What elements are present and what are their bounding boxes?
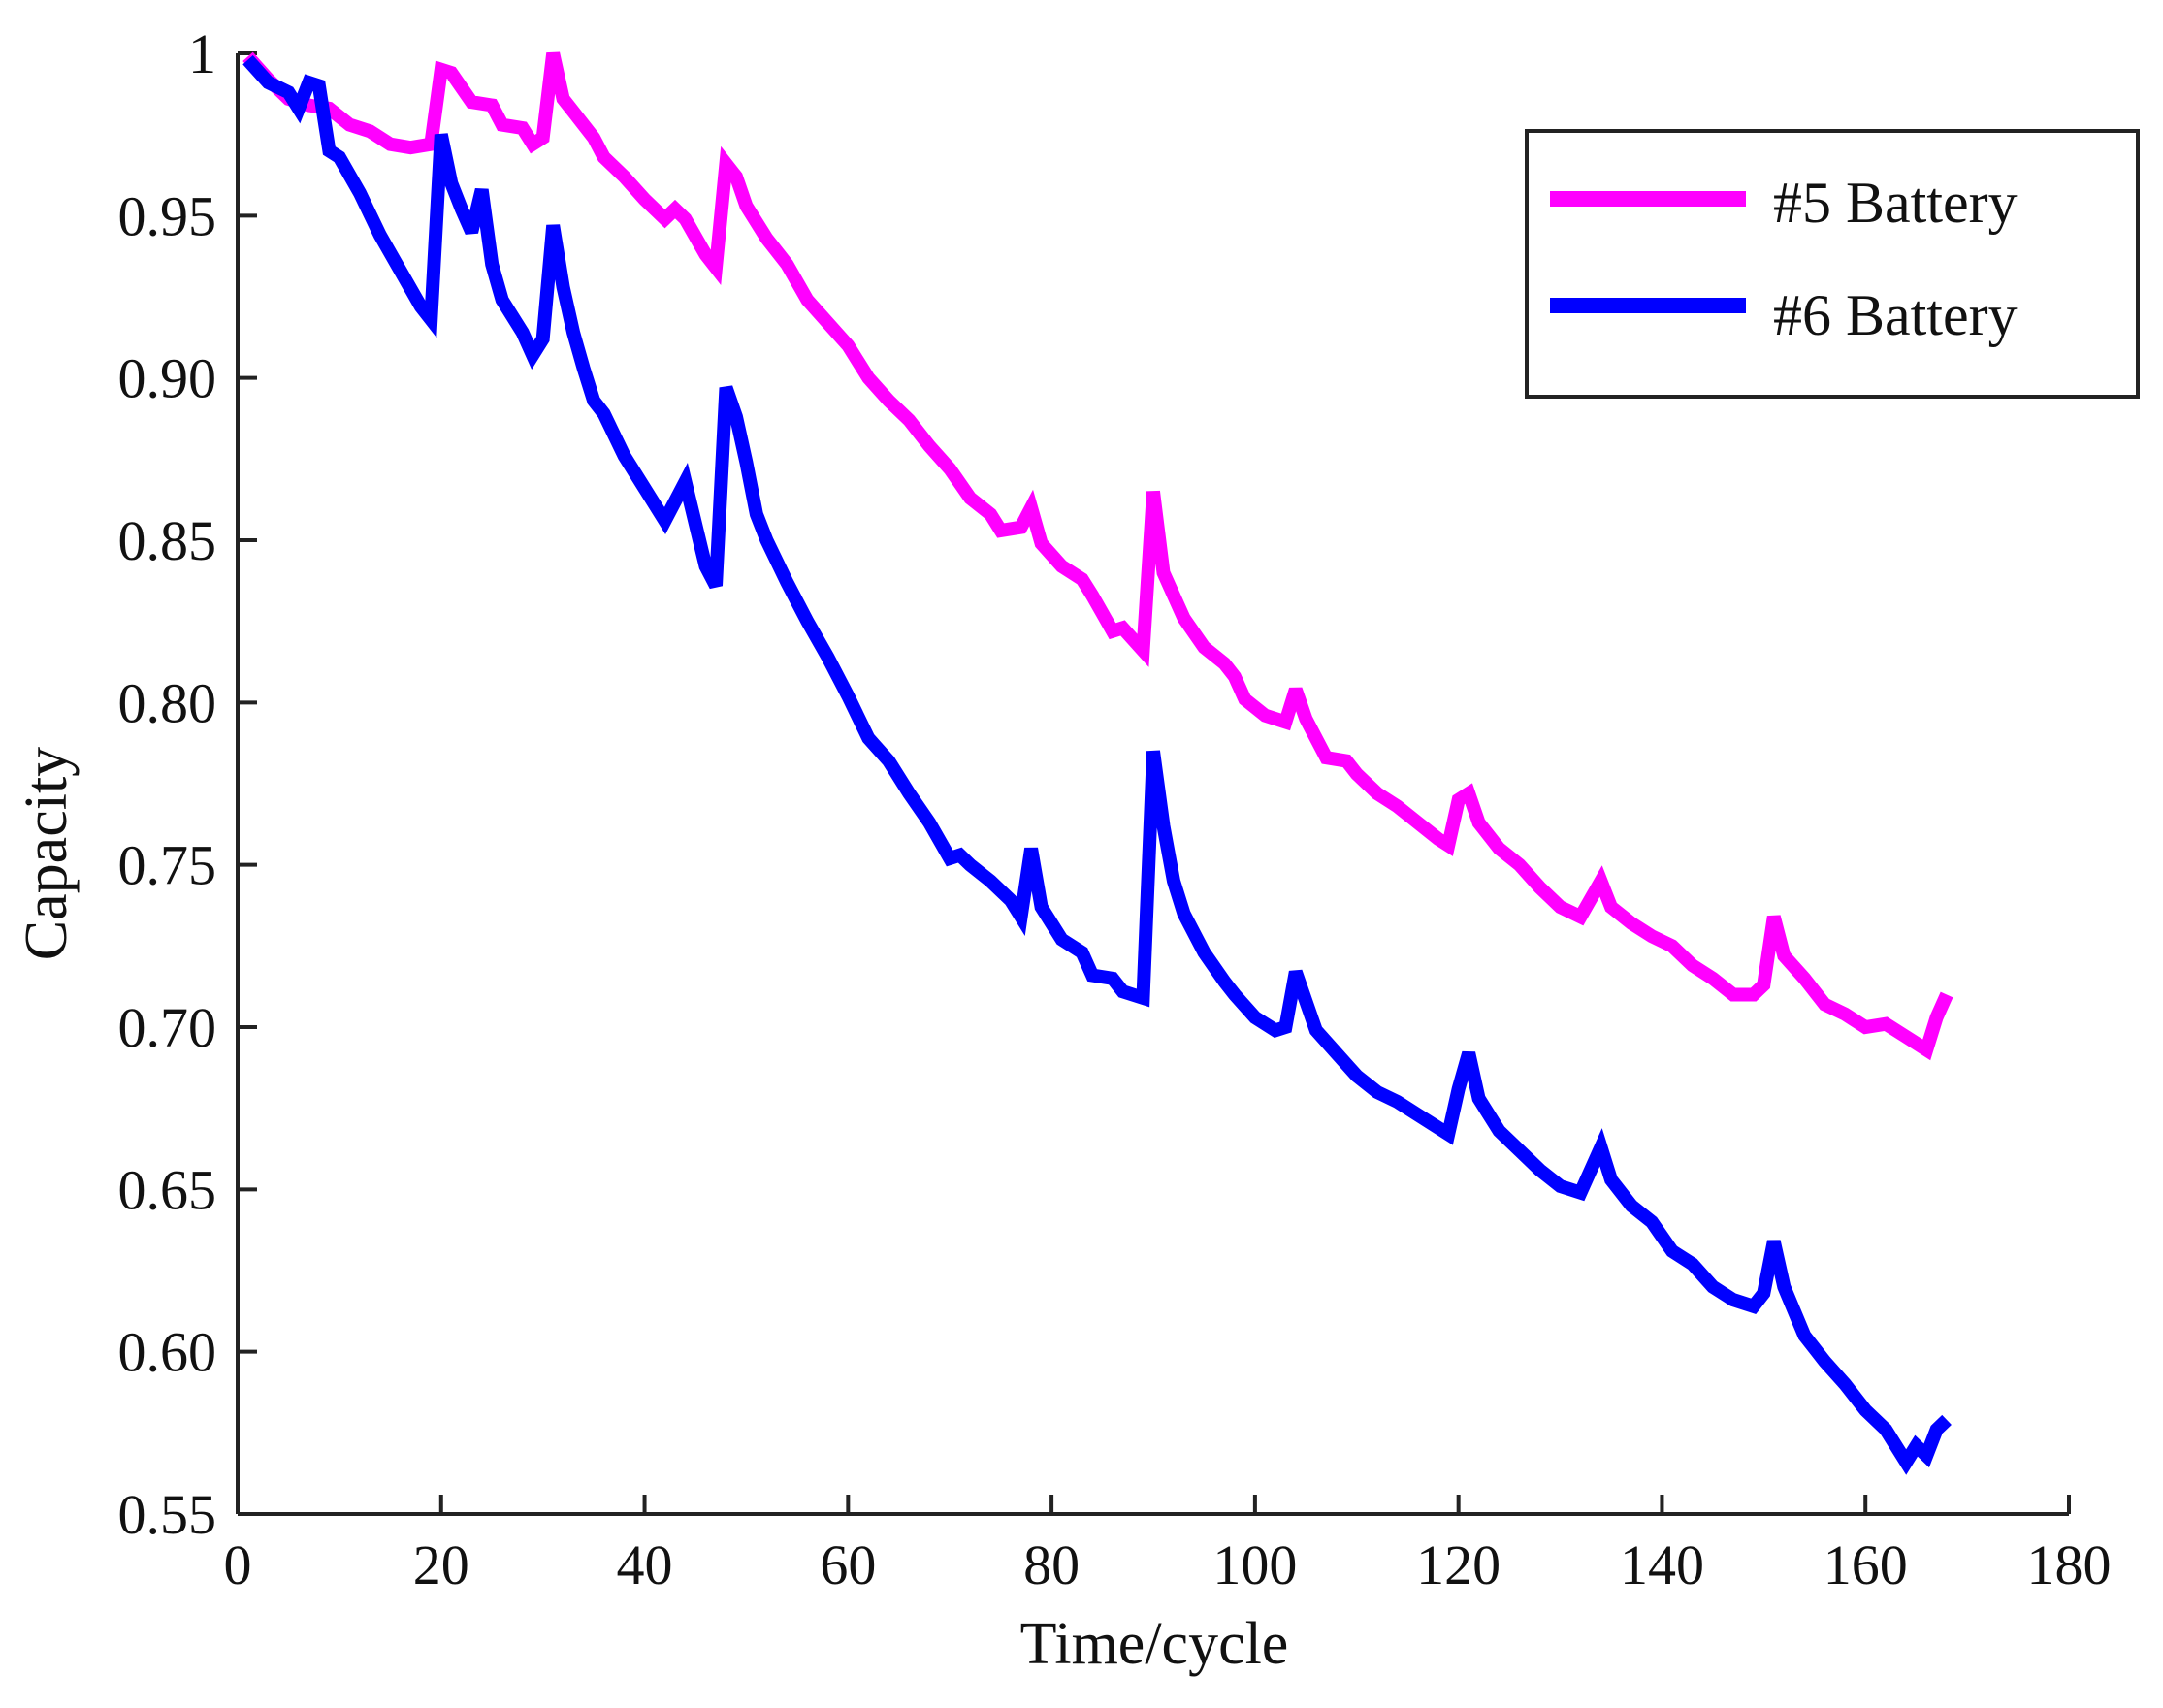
x-tick-label: 100 (1212, 1533, 1297, 1596)
y-axis-ticks: 0.55 0.60 0.65 0.70 0.75 0.80 0.85 0.90 0.95 1 (118, 22, 257, 1546)
y-tick-label: 0.90 (118, 347, 217, 410)
x-tick-label: 60 (820, 1533, 876, 1596)
y-tick-label: 0.80 (118, 671, 217, 734)
legend-label-battery-5: #5 Battery (1773, 171, 2018, 235)
series-layer (242, 51, 1953, 1475)
x-tick-label: 160 (1824, 1533, 1908, 1596)
y-tick-label: 0.85 (118, 509, 217, 572)
y-tick-label: 0.55 (118, 1483, 217, 1546)
x-tick-label: 20 (413, 1533, 469, 1596)
x-axis-ticks: 0 20 40 60 80 100 120 140 160 180 (224, 1495, 2112, 1596)
y-tick-label: 1 (188, 22, 216, 85)
y-tick-label: 0.95 (118, 184, 217, 247)
legend-label-battery-6: #6 Battery (1773, 283, 2018, 347)
legend: #5 Battery #6 Battery (1525, 129, 2140, 399)
y-tick-label: 0.65 (118, 1158, 217, 1221)
x-tick-label: 40 (617, 1533, 673, 1596)
x-tick-label: 120 (1416, 1533, 1501, 1596)
x-tick-label: 80 (1023, 1533, 1080, 1596)
series-line-5-battery (242, 51, 1953, 1061)
y-axis-title: Capacity (14, 747, 80, 960)
y-tick-label: 0.60 (118, 1321, 217, 1384)
x-axis-title: Time/cycle (1020, 1611, 1289, 1677)
y-tick-label: 0.70 (118, 996, 217, 1059)
x-tick-label: 0 (224, 1533, 252, 1596)
y-tick-label: 0.75 (118, 834, 217, 897)
legend-box (1525, 129, 2140, 399)
x-tick-label: 140 (1620, 1533, 1704, 1596)
series-line-6-battery (242, 55, 1952, 1475)
x-tick-label: 180 (2027, 1533, 2112, 1596)
